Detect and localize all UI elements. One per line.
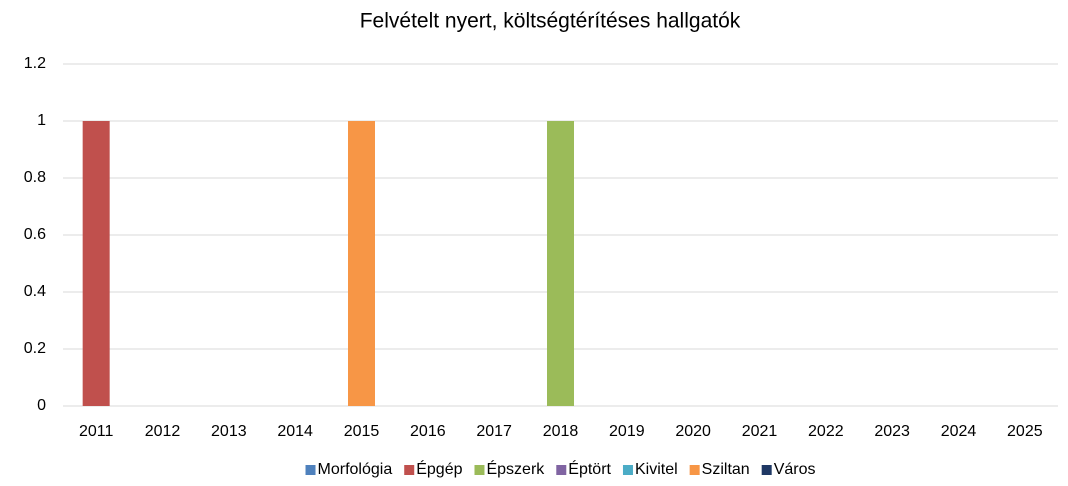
bar	[82, 121, 110, 406]
x-tick-label: 2014	[277, 423, 313, 440]
x-tick-label: 2015	[344, 423, 380, 440]
legend: Morfológia Épgép Épszerk Éptört Kivitel Szilt…	[305, 459, 816, 478]
x-tick-label: 2017	[476, 423, 512, 440]
x-tick-label: 2019	[609, 423, 645, 440]
x-tick-label: 2021	[742, 423, 778, 440]
x-tick-label: 2022	[808, 423, 844, 440]
legend-swatch	[474, 465, 485, 475]
legend-swatch	[556, 465, 567, 475]
x-tick-label: 2024	[941, 423, 977, 440]
y-tick-label: 1	[37, 112, 46, 129]
y-tick-label: 0.8	[24, 169, 46, 186]
legend-label: Város	[774, 461, 816, 478]
x-tick-label: 2013	[211, 423, 247, 440]
legend-label: Éptört	[568, 459, 611, 478]
y-tick-label: 0.6	[24, 226, 46, 243]
legend-label: Épszerk	[486, 459, 545, 478]
legend-swatch	[305, 465, 316, 475]
x-tick-label: 2020	[675, 423, 711, 440]
x-tick-label: 2012	[145, 423, 181, 440]
legend-label: Sziltan	[702, 461, 750, 478]
legend-label: Épgép	[416, 459, 462, 478]
x-tick-label: 2016	[410, 423, 446, 440]
bar	[348, 121, 375, 406]
x-tick-label: 2023	[874, 423, 910, 440]
x-tick-label: 2018	[543, 423, 579, 440]
chart-title: Felvételt nyert, költségtérítéses hallga…	[360, 10, 741, 33]
legend-swatch	[404, 465, 415, 475]
x-tick-label: 2011	[79, 423, 114, 440]
y-tick-label: 0.2	[24, 340, 46, 357]
legend-swatch	[689, 465, 700, 475]
x-tick-label: 2025	[1007, 423, 1043, 440]
y-tick-label: 0	[37, 397, 46, 414]
legend-label: Kivitel	[635, 461, 678, 478]
legend-swatch	[761, 465, 772, 475]
legend-swatch	[622, 465, 633, 475]
legend-label: Morfológia	[318, 461, 393, 478]
y-tick-label: 0.4	[24, 283, 46, 300]
y-tick-label: 1.2	[24, 55, 46, 72]
bar	[547, 121, 574, 406]
